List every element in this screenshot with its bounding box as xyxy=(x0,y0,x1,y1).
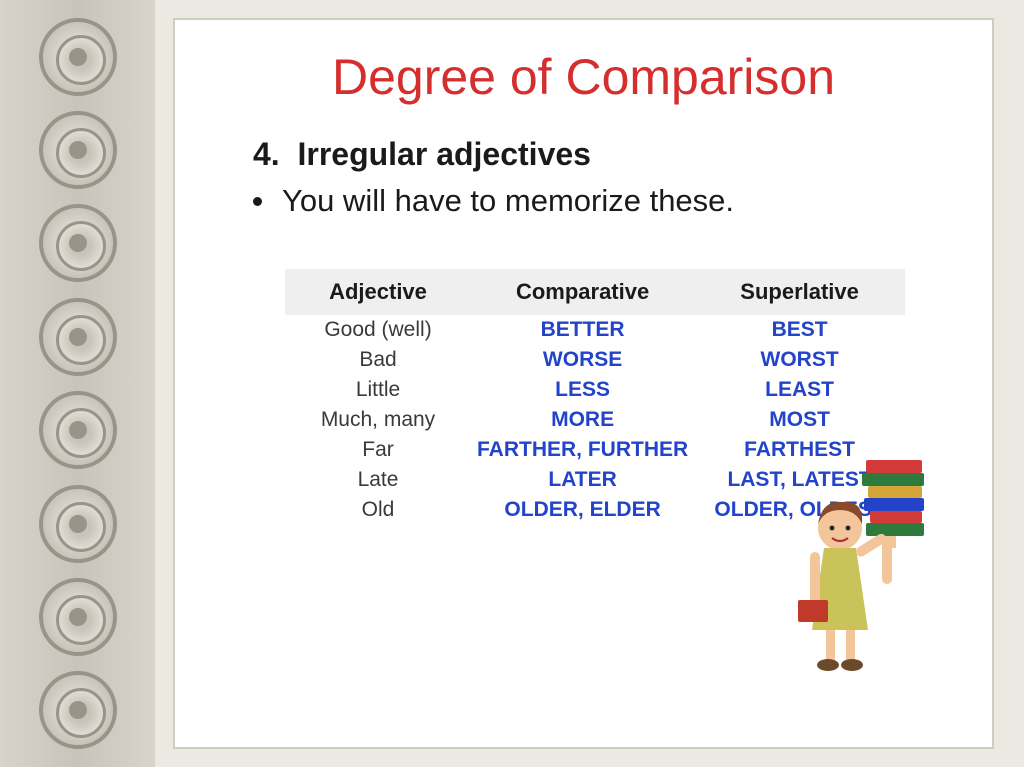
cell-comparative: WORSE xyxy=(471,345,694,375)
table-row: Much, manyMOREMOST xyxy=(285,405,905,435)
ornament-swirl xyxy=(0,290,155,383)
slide-title: Degree of Comparison xyxy=(225,48,942,106)
cell-superlative: BEST xyxy=(694,315,905,345)
bullet-icon xyxy=(253,197,262,206)
ornament-swirl xyxy=(0,570,155,663)
slide: Degree of Comparison 4. Irregular adject… xyxy=(173,18,994,749)
note-row: You will have to memorize these. xyxy=(253,183,942,219)
main-area: Degree of Comparison 4. Irregular adject… xyxy=(155,0,1024,767)
cell-adjective: Old xyxy=(285,495,471,525)
section-number: 4. xyxy=(253,136,280,172)
ornament-swirl xyxy=(0,103,155,196)
cell-superlative: WORST xyxy=(694,345,905,375)
cell-adjective: Far xyxy=(285,435,471,465)
cell-superlative: LEAST xyxy=(694,375,905,405)
table-header-row: Adjective Comparative Superlative xyxy=(285,269,905,315)
note-text: You will have to memorize these. xyxy=(282,183,734,219)
ornament-swirl xyxy=(0,477,155,570)
cell-adjective: Bad xyxy=(285,345,471,375)
ornament-swirl xyxy=(0,197,155,290)
cell-adjective: Much, many xyxy=(285,405,471,435)
cell-comparative: LESS xyxy=(471,375,694,405)
col-comparative: Comparative xyxy=(471,269,694,315)
subtitle-text: Irregular adjectives xyxy=(297,136,590,172)
cell-comparative: OLDER, ELDER xyxy=(471,495,694,525)
ornament-swirl xyxy=(0,664,155,757)
decorative-left-border xyxy=(0,0,155,767)
cell-superlative: MOST xyxy=(694,405,905,435)
child-with-books-illustration xyxy=(782,452,932,677)
ornament-swirl xyxy=(0,10,155,103)
cell-comparative: FARTHER, FURTHER xyxy=(471,435,694,465)
table-row: Good (well)BETTERBEST xyxy=(285,315,905,345)
cell-adjective: Good (well) xyxy=(285,315,471,345)
book-stack-icon xyxy=(862,460,924,536)
cell-adjective: Late xyxy=(285,465,471,495)
col-superlative: Superlative xyxy=(694,269,905,315)
cell-comparative: MORE xyxy=(471,405,694,435)
cell-adjective: Little xyxy=(285,375,471,405)
cell-comparative: BETTER xyxy=(471,315,694,345)
col-adjective: Adjective xyxy=(285,269,471,315)
table-row: LittleLESSLEAST xyxy=(285,375,905,405)
section-subtitle: 4. Irregular adjectives xyxy=(253,136,942,173)
ornament-swirl xyxy=(0,384,155,477)
cell-comparative: LATER xyxy=(471,465,694,495)
table-row: BadWORSEWORST xyxy=(285,345,905,375)
